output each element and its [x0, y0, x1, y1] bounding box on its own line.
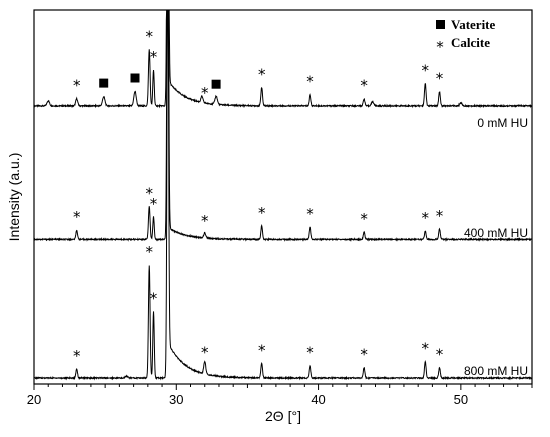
legend-calcite-label: Calcite: [451, 35, 490, 50]
tick-layer: 20 30 40 50: [27, 384, 533, 407]
calcite-marker: *: [422, 209, 430, 227]
calcite-marker: *: [201, 212, 209, 230]
calcite-marker: *: [258, 204, 266, 222]
x-tick-label: 20: [27, 392, 41, 407]
calcite-marker: *: [436, 207, 444, 225]
calcite-marker: *: [258, 342, 266, 360]
legend-calcite-star: *: [436, 38, 444, 56]
calcite-marker: *: [150, 48, 158, 66]
x-tick-label: 40: [311, 392, 325, 407]
legend-vaterite-square: [436, 20, 445, 29]
calcite-marker: *: [146, 185, 154, 203]
calcite-marker: *: [146, 27, 154, 45]
calcite-marker: *: [436, 346, 444, 364]
vaterite-marker: [130, 73, 140, 83]
calcite-marker: *: [201, 84, 209, 102]
marker-layer: ***** * ** ***** * * * * ***** * * * * *: [73, 27, 444, 364]
calcite-marker: *: [422, 340, 430, 358]
series-label-800mm: 800 mM HU: [464, 364, 528, 378]
plot-frame: [33, 9, 533, 385]
calcite-marker: *: [73, 347, 81, 365]
series-line-2: [33, 10, 533, 381]
calcite-marker: *: [306, 73, 314, 91]
calcite-marker: *: [258, 65, 266, 83]
vaterite-marker: [211, 79, 221, 89]
calcite-marker: *: [360, 346, 368, 364]
calcite-marker: *: [306, 205, 314, 223]
x-tick-label: 50: [454, 392, 468, 407]
legend-vaterite-label: Vaterite: [451, 17, 496, 32]
series-layer: [33, 10, 533, 381]
calcite-marker: *: [150, 195, 158, 213]
series-line-1: [33, 10, 533, 242]
calcite-marker: *: [201, 344, 209, 362]
series-label-0mm: 0 mM HU: [477, 116, 528, 130]
calcite-marker: *: [436, 70, 444, 88]
y-axis-title: Intensity (a.u.): [6, 153, 22, 242]
vaterite-marker: [99, 78, 109, 88]
calcite-marker: *: [306, 344, 314, 362]
calcite-marker: *: [146, 243, 154, 261]
calcite-marker: *: [422, 61, 430, 79]
x-tick-label: 30: [169, 392, 183, 407]
calcite-marker: *: [73, 77, 81, 95]
calcite-marker: *: [360, 77, 368, 95]
x-axis-title: 2Θ [°]: [265, 408, 301, 424]
legend: Vaterite * Calcite: [436, 17, 496, 56]
series-label-400mm: 400 mM HU: [464, 226, 528, 240]
calcite-marker: *: [360, 210, 368, 228]
series-line-0: [33, 10, 533, 109]
calcite-marker: *: [73, 208, 81, 226]
calcite-marker: *: [150, 289, 158, 307]
